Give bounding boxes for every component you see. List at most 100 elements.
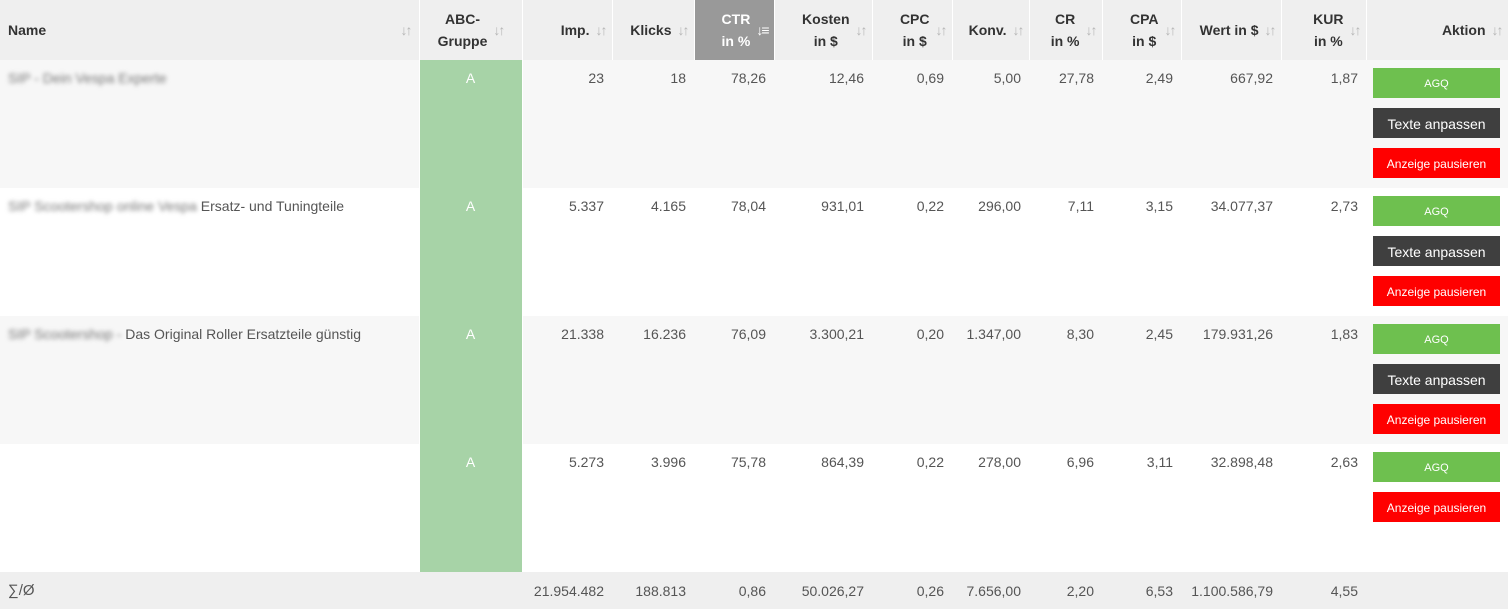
column-header-label: Klicks — [630, 22, 672, 38]
agq-button[interactable]: AGQ — [1373, 68, 1500, 98]
ctr-cell: 78,26 — [694, 60, 774, 188]
edit-texts-button[interactable]: Texte anpassen — [1373, 236, 1500, 266]
kur-cell: 2,73 — [1281, 188, 1366, 316]
sort-arrows-icon[interactable]: ↓↑ — [595, 22, 608, 38]
sort-arrows-icon[interactable]: ↓↑ — [1085, 22, 1098, 38]
konv-cell: 5,00 — [952, 60, 1029, 188]
pause-ad-button[interactable]: Anzeige pausieren — [1373, 492, 1500, 522]
klicks-cell: 16.236 — [612, 316, 694, 444]
abc-group-cell: A — [418, 60, 523, 188]
column-header-klicks[interactable]: Klicks ↓↑ — [612, 0, 695, 60]
abc-group-cell: A — [418, 316, 523, 444]
cpc-cell: 0,22 — [872, 444, 952, 572]
column-header-label: Kosten in $ — [802, 11, 850, 49]
kur-total-cell: 4,55 — [1281, 572, 1366, 609]
sort-arrows-icon[interactable]: ↓↑ — [677, 22, 690, 38]
ad-name: SIP Scootershop online Vespa Ersatz- und… — [0, 188, 419, 316]
abc-group-cell: A — [418, 188, 523, 316]
table-row: SIP Scootershop - Das Original Roller Er… — [0, 316, 1508, 444]
cpc-cell: 0,22 — [872, 188, 952, 316]
sort-arrows-icon[interactable]: ↓↑ — [400, 22, 413, 38]
cpa-total-cell: 6,53 — [1102, 572, 1181, 609]
column-header-konv[interactable]: Konv. ↓↑ — [952, 0, 1030, 60]
abc-group-cell: A — [418, 444, 523, 572]
konv-cell: 1.347,00 — [952, 316, 1029, 444]
agq-button[interactable]: AGQ — [1373, 324, 1500, 354]
column-header-label: Wert in $ — [1199, 22, 1259, 38]
cpc-total-cell: 0,26 — [872, 572, 952, 609]
kur-cell: 2,63 — [1281, 444, 1366, 572]
sort-desc-icon[interactable]: ↓≡ — [756, 22, 769, 38]
edit-texts-button[interactable]: Texte anpassen — [1373, 364, 1500, 394]
cr-cell: 6,96 — [1029, 444, 1102, 572]
kosten-total-cell: 50.026,27 — [774, 572, 872, 609]
ad-name-text: Ersatz- und Tuningteile — [200, 198, 344, 214]
sort-arrows-icon[interactable]: ↓↑ — [493, 22, 505, 38]
kosten-cell: 864,39 — [774, 444, 872, 572]
column-header-label: Konv. — [968, 22, 1007, 38]
column-header-name[interactable]: Name ↓↑ — [0, 0, 420, 60]
totals-label: ∑/Ø — [0, 572, 419, 609]
ad-name-blurred: SIP - Dein Vespa Experte — [8, 70, 167, 86]
pause-ad-button[interactable]: Anzeige pausieren — [1373, 148, 1500, 178]
konv-total-cell: 7.656,00 — [952, 572, 1029, 609]
table-row: SIP - Dein Vespa Experte A 23 18 78,26 12,46 0… — [0, 60, 1508, 188]
ctr-cell: 75,78 — [694, 444, 774, 572]
ad-name: SIP Scootershop - Das Original Roller Er… — [0, 316, 419, 444]
agq-button[interactable]: AGQ — [1373, 196, 1500, 226]
sort-arrows-icon[interactable]: ↓↑ — [855, 22, 868, 38]
ad-name: SIP - Dein Vespa Experte — [0, 60, 419, 188]
klicks-cell: 18 — [612, 60, 694, 188]
pause-ad-button[interactable]: Anzeige pausieren — [1373, 404, 1500, 434]
cpa-cell: 2,49 — [1102, 60, 1181, 188]
column-header-label: KUR in % — [1313, 11, 1344, 49]
cr-cell: 8,30 — [1029, 316, 1102, 444]
column-header-ctr[interactable]: CTR in % ↓≡ — [694, 0, 775, 60]
ctr-cell: 78,04 — [694, 188, 774, 316]
column-header-kur[interactable]: KUR in % ↓↑ — [1281, 0, 1367, 60]
column-header-cpc[interactable]: CPC in $ ↓↑ — [872, 0, 953, 60]
column-header-label: CTR in % — [721, 11, 751, 49]
column-header-cr[interactable]: CR in % ↓↑ — [1029, 0, 1103, 60]
edit-texts-button[interactable]: Texte anpassen — [1373, 108, 1500, 138]
totals-row: ∑/Ø 21.954.482 188.813 0,86 50.026,27 0,26 7.6… — [0, 572, 1508, 609]
wert-cell: 667,92 — [1181, 60, 1281, 188]
cr-total-cell: 2,20 — [1029, 572, 1102, 609]
column-header-kosten[interactable]: Kosten in $ ↓↑ — [774, 0, 873, 60]
column-header-aktion[interactable]: Aktion ↓↑ — [1366, 0, 1508, 60]
sort-arrows-icon[interactable]: ↓↑ — [1491, 22, 1504, 38]
agq-button[interactable]: AGQ — [1373, 452, 1500, 482]
pause-ad-button[interactable]: Anzeige pausieren — [1373, 276, 1500, 306]
column-header-label: Aktion — [1441, 22, 1486, 38]
cpa-cell: 3,11 — [1102, 444, 1181, 572]
sort-arrows-icon[interactable]: ↓↑ — [935, 22, 948, 38]
cpa-cell: 3,15 — [1102, 188, 1181, 316]
table-row: A 5.273 3.996 75,78 864,39 0,22 278,00 6,96 3,11… — [0, 444, 1508, 572]
sort-arrows-icon[interactable]: ↓↑ — [1349, 22, 1362, 38]
kur-cell: 1,83 — [1281, 316, 1366, 444]
konv-cell: 278,00 — [952, 444, 1029, 572]
column-header-label: CPA in $ — [1129, 11, 1159, 49]
sort-arrows-icon[interactable]: ↓↑ — [1164, 22, 1177, 38]
sort-arrows-icon[interactable]: ↓↑ — [1012, 22, 1025, 38]
column-header-label: Imp. — [560, 22, 590, 38]
klicks-cell: 3.996 — [612, 444, 694, 572]
action-cell: AGQ Texte anpassen Anzeige pausieren — [1366, 60, 1508, 188]
kosten-cell: 3.300,21 — [774, 316, 872, 444]
column-header-wert[interactable]: Wert in $ ↓↑ — [1181, 0, 1282, 60]
action-cell: AGQ Anzeige pausieren — [1366, 444, 1508, 572]
column-header-label: ABC- Gruppe — [437, 11, 488, 49]
imp-cell: 21.338 — [522, 316, 612, 444]
ad-name-blurred: SIP Scootershop online Vespa — [8, 198, 201, 214]
column-header-label: CR in % — [1050, 11, 1080, 49]
kur-cell: 1,87 — [1281, 60, 1366, 188]
konv-cell: 296,00 — [952, 188, 1029, 316]
column-header-imp[interactable]: Imp. ↓↑ — [522, 0, 613, 60]
imp-cell: 5.337 — [522, 188, 612, 316]
abc-total-cell — [419, 572, 522, 609]
column-header-abc[interactable]: ABC- Gruppe ↓↑ — [419, 0, 523, 60]
ad-name-text: Das Original Roller Ersatzteile günstig — [125, 326, 362, 342]
column-header-cpa[interactable]: CPA in $ ↓↑ — [1102, 0, 1182, 60]
sort-arrows-icon[interactable]: ↓↑ — [1264, 22, 1277, 38]
